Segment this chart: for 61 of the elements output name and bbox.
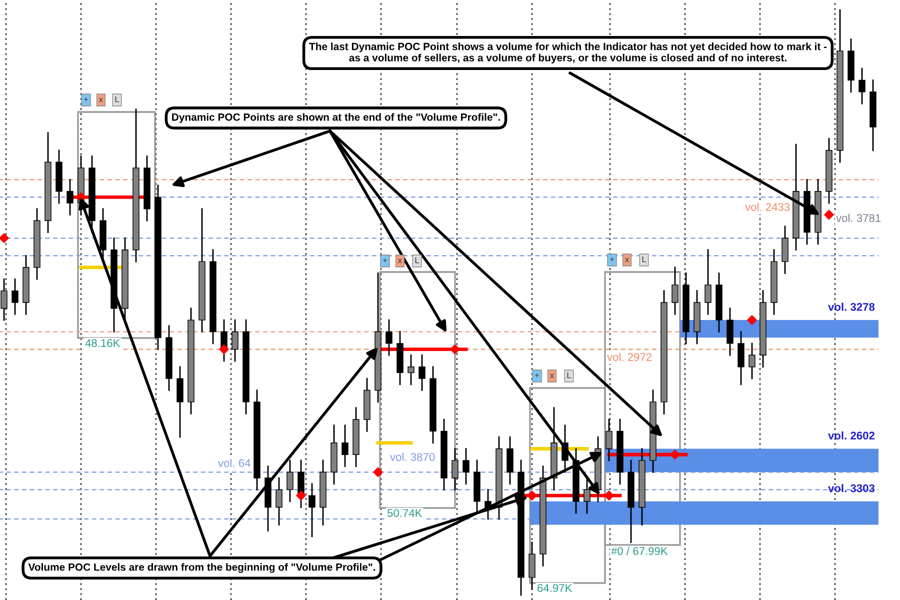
point: [450, 344, 460, 354]
point: [219, 344, 229, 354]
annotation: L: [567, 372, 572, 378]
point: [604, 490, 614, 500]
annotation: vol. 3781: [836, 214, 881, 222]
candlestick: [858, 68, 866, 104]
annotation: L: [415, 257, 420, 264]
annotation: x: [625, 258, 629, 262]
annotation: vol. 2433: [745, 202, 790, 211]
annotation: +: [534, 373, 540, 378]
candlestick: [232, 319, 238, 362]
candlestick: [342, 424, 348, 467]
annotation: +: [382, 258, 388, 262]
candlestick: [276, 477, 282, 526]
candlestick: [12, 278, 18, 315]
point: [373, 467, 383, 478]
annotation: vol. 64: [218, 458, 250, 467]
candlestick: [66, 178, 74, 216]
candlestick: [308, 483, 316, 538]
point: [670, 450, 680, 460]
annotation: +: [84, 97, 88, 102]
band-label: vol. 3278: [828, 302, 875, 311]
point: [824, 210, 834, 220]
candlestick: [528, 542, 536, 590]
candlestick: [738, 331, 744, 386]
annotation: x: [398, 258, 402, 264]
point: [527, 490, 537, 500]
point: [0, 233, 9, 244]
candlestick: [462, 448, 470, 485]
candlestick: [672, 266, 678, 315]
candlestick: [0, 278, 8, 321]
candlestick: [704, 249, 712, 315]
annotation: L: [642, 256, 646, 262]
annotation: L: [115, 96, 120, 102]
annotation: vol. 2972: [607, 352, 652, 361]
candlestick: [408, 354, 414, 386]
annotation: +: [610, 257, 614, 262]
candlestick: [418, 354, 426, 391]
annotation: 64.97K: [538, 584, 572, 592]
annotation: Volume POC Levels are drawn from the beginning of "Volume Profile".: [28, 563, 376, 573]
candlestick: [176, 366, 184, 438]
annotation: #0 / 67.99K: [611, 546, 668, 555]
candlestick: [452, 448, 458, 490]
annotation: Dynamic POC Points are shown at the end of the "Volume Profile".: [172, 113, 500, 123]
annotation: vol. 3870: [390, 452, 435, 461]
candlestick: [782, 226, 788, 274]
band-label: vol. 2602: [828, 431, 874, 440]
annotation: 48.16K: [85, 339, 120, 347]
band-label: vol. 3303: [828, 484, 875, 492]
annotation: The last Dynamic POC Point shows a volume for which the Indicator has not yet decided how to mark it - as a volume of sellers, as a volume of buyers, or the volume is closed and of no interest.: [309, 42, 827, 64]
candlestick: [386, 319, 392, 356]
candlestick: [286, 460, 294, 502]
annotation: x: [99, 98, 103, 102]
annotation: x: [550, 374, 554, 378]
candlestick: [726, 308, 734, 356]
candlestick: [506, 436, 514, 485]
annotation: 50.74K: [387, 509, 422, 517]
point: [747, 315, 757, 325]
candlestick: [748, 342, 756, 380]
candlestick: [606, 418, 612, 462]
point: [296, 490, 306, 500]
